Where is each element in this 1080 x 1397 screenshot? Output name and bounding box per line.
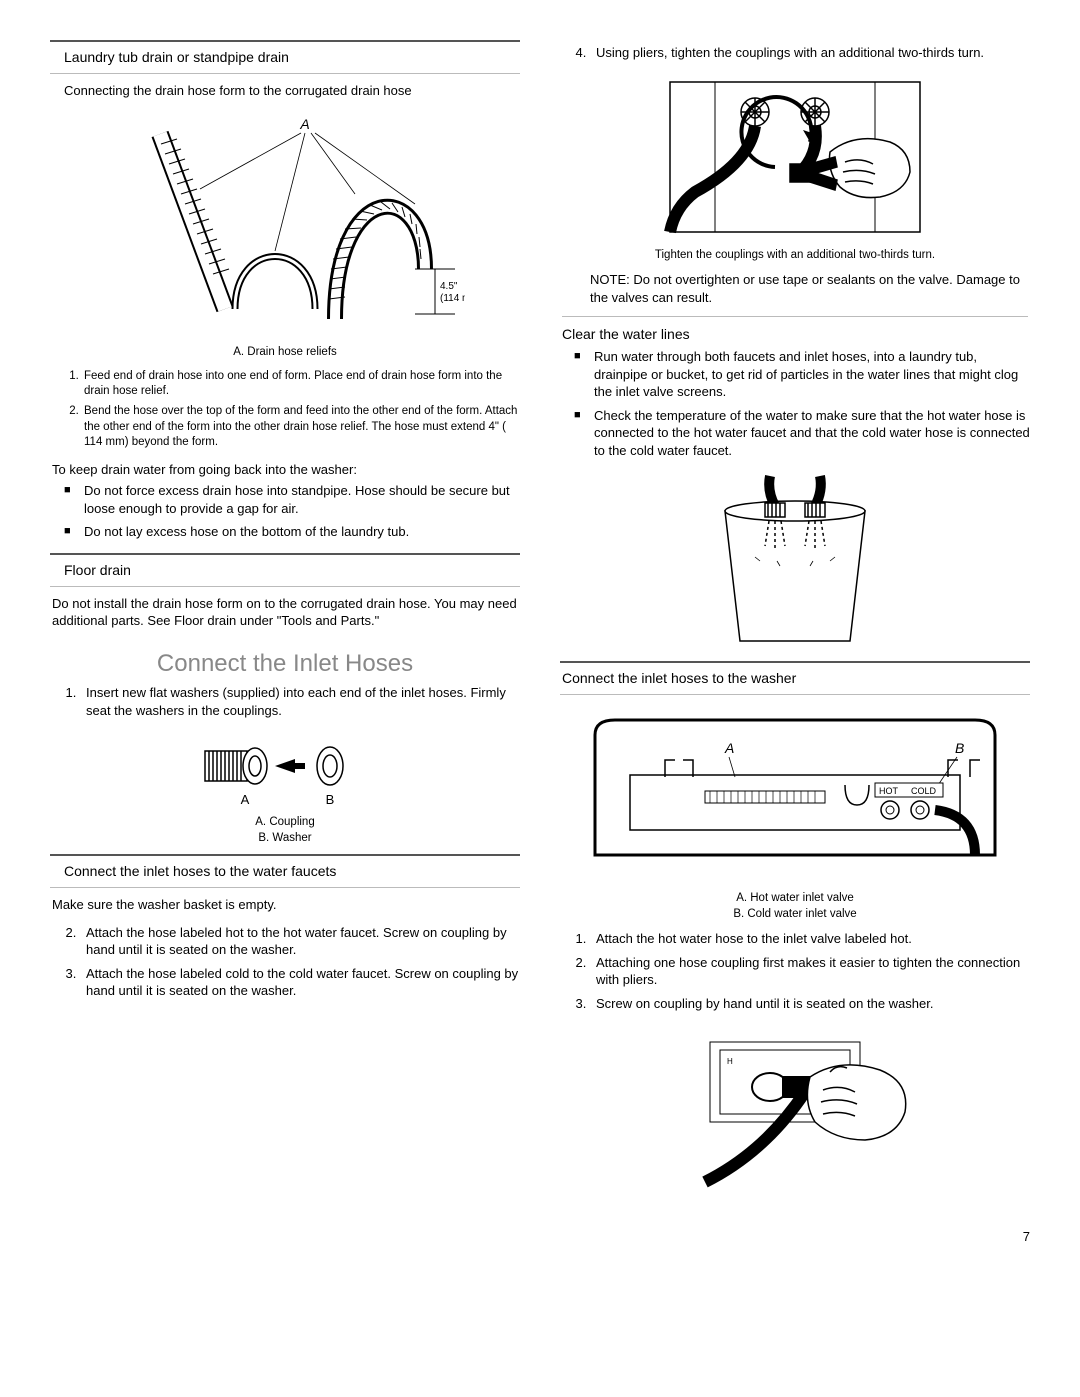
- note-overtighten: NOTE: Do not overtighten or use tape or …: [590, 271, 1028, 306]
- step: Screw on coupling by hand until it is se…: [590, 995, 1030, 1013]
- right-column: Using pliers, tighten the couplings with…: [560, 40, 1030, 1198]
- figure5-caption: A. Hot water inlet valve B. Cold water i…: [560, 891, 1030, 922]
- bullet: Do not force excess drain hose into stan…: [64, 482, 520, 517]
- figure-drain-hose-reliefs: A 4.5" (114 mm): [50, 109, 520, 339]
- steps-attach-washer: Attach the hot water hose to the inlet v…: [578, 930, 1030, 1012]
- step-1: Feed end of drain hose into one end of f…: [82, 369, 520, 400]
- heading-clear-water: Clear the water lines: [562, 316, 1028, 344]
- svg-text:(114 mm): (114 mm): [440, 293, 465, 304]
- svg-text:4.5": 4.5": [440, 281, 458, 292]
- figure-bucket-hoses: [560, 471, 1030, 651]
- heading-connect-faucets: Connect the inlet hoses to the water fau…: [50, 854, 520, 888]
- heading-laundry-tub: Laundry tub drain or standpipe drain: [50, 40, 520, 74]
- step: Attach the hose labeled hot to the hot w…: [80, 924, 520, 959]
- bullet: Run water through both faucets and inlet…: [574, 348, 1030, 401]
- keep-drain-heading: To keep drain water from going back into…: [52, 461, 518, 479]
- bullet: Do not lay excess hose on the bottom of …: [64, 523, 520, 541]
- step: Attach the hot water hose to the inlet v…: [590, 930, 1030, 948]
- svg-text:B: B: [326, 792, 335, 807]
- clear-water-bullets: Run water through both faucets and inlet…: [574, 348, 1030, 459]
- figure3-caption: Tighten the couplings with an additional…: [560, 248, 1030, 264]
- svg-text:A: A: [724, 740, 734, 756]
- step: Attaching one hose coupling first makes …: [590, 954, 1030, 989]
- svg-text:HOT: HOT: [879, 786, 899, 796]
- steps-attach-faucets: Attach the hose labeled hot to the hot w…: [68, 924, 520, 1000]
- left-column: Laundry tub drain or standpipe drain Con…: [50, 40, 520, 1198]
- bullet: Check the temperature of the water to ma…: [574, 407, 1030, 460]
- step-4-pliers: Using pliers, tighten the couplings with…: [578, 44, 1030, 62]
- keep-drain-bullets: Do not force excess drain hose into stan…: [64, 482, 520, 541]
- svg-text:B: B: [955, 740, 964, 756]
- para-basket-empty: Make sure the washer basket is empty.: [52, 896, 518, 914]
- figure1-label-a: A: [299, 116, 309, 132]
- figure-washer-inlets: A B HOT COLD: [560, 705, 1030, 885]
- step: Using pliers, tighten the couplings with…: [590, 44, 1030, 62]
- figure1-caption: A. Drain hose reliefs: [50, 345, 520, 361]
- figure-pliers-tighten: [560, 72, 1030, 242]
- svg-text:A: A: [241, 792, 250, 807]
- figure-hand-coupling: H: [560, 1022, 1030, 1192]
- page: Laundry tub drain or standpipe drain Con…: [50, 40, 1030, 1198]
- step: Attach the hose labeled cold to the cold…: [80, 965, 520, 1000]
- figure-coupling-washer: A B: [50, 729, 520, 809]
- svg-text:COLD: COLD: [911, 786, 937, 796]
- step: Insert new flat washers (supplied) into …: [80, 684, 520, 719]
- para-connecting-drain: Connecting the drain hose form to the co…: [64, 82, 518, 100]
- step-2: Bend the hose over the top of the form a…: [82, 404, 520, 451]
- heading-floor-drain: Floor drain: [50, 553, 520, 587]
- page-number: 7: [50, 1228, 1030, 1246]
- heading-connect-washer: Connect the inlet hoses to the washer: [560, 661, 1030, 695]
- svg-text:H: H: [727, 1057, 733, 1066]
- steps-insert-washers: Insert new flat washers (supplied) into …: [68, 684, 520, 719]
- figure2-caption: A. Coupling B. Washer: [50, 815, 520, 846]
- para-floor-drain: Do not install the drain hose form on to…: [52, 595, 518, 630]
- section-title-inlet-hoses: Connect the Inlet Hoses: [50, 648, 520, 680]
- steps-drain-form: Feed end of drain hose into one end of f…: [76, 369, 520, 451]
